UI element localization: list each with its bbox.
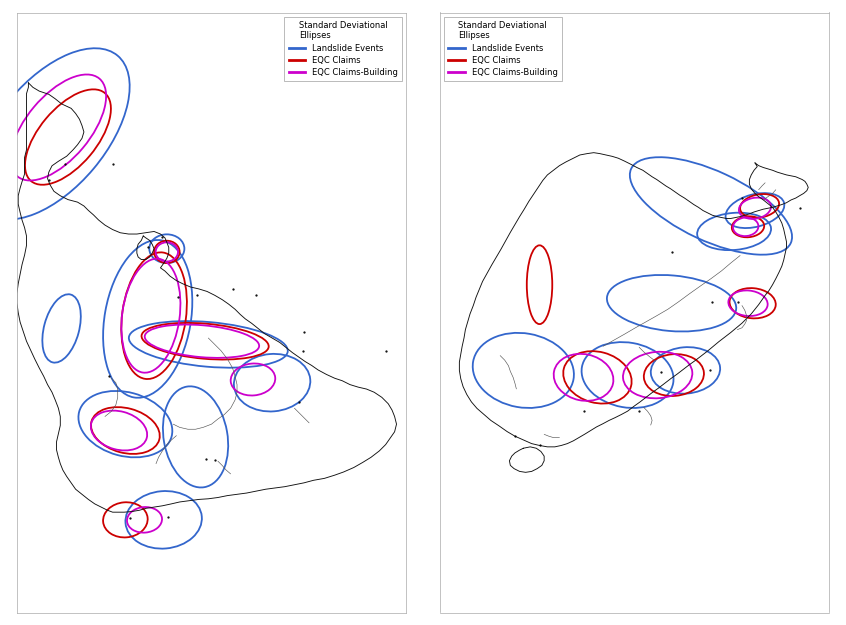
Legend: Landslide Events, EQC Claims, EQC Claims-Building: Landslide Events, EQC Claims, EQC Claims… xyxy=(444,17,562,81)
Legend: Landslide Events, EQC Claims, EQC Claims-Building: Landslide Events, EQC Claims, EQC Claims… xyxy=(284,17,402,81)
